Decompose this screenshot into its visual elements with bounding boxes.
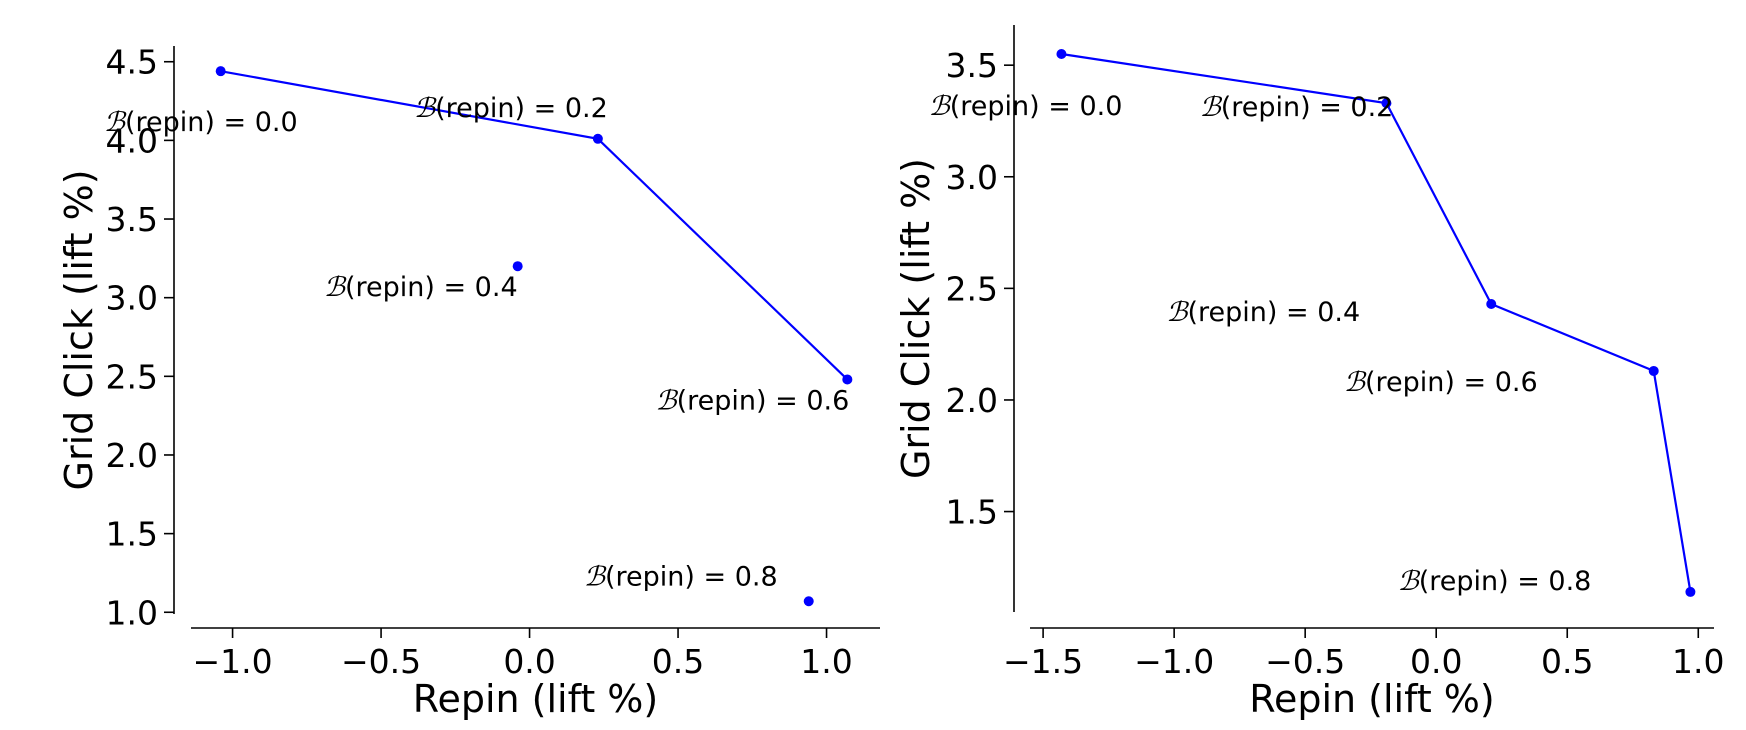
point-label: ℬ(repin) = 0.2 [1199,92,1393,123]
y-tick-label: 4.0 [106,121,158,160]
data-point [1685,586,1696,597]
point-label: ℬ(repin) = 0.8 [1397,566,1591,597]
data-point [592,133,603,144]
x-tick-label: −0.5 [1265,642,1345,681]
data-point [1486,298,1497,309]
point-label: ℬ(repin) = 0.6 [655,385,849,416]
y-tick-label: 2.0 [946,381,998,420]
x-tick-label: 1.0 [800,642,852,681]
x-tick-label: 0.5 [652,642,704,681]
x-tick-label: −1.0 [1134,642,1214,681]
y-axis-label: Grid Click (lift %) [57,169,101,490]
y-tick-label: 1.5 [946,493,998,532]
data-point [215,66,226,77]
y-tick-label: 3.5 [106,200,158,239]
point-label: ℬ(repin) = 0.8 [584,561,778,592]
y-tick-label: 3.0 [946,158,998,197]
x-tick-label: 0.5 [1541,642,1593,681]
y-axis-label: Grid Click (lift %) [894,158,938,479]
x-tick-label: −1.0 [193,642,273,681]
data-point [1056,49,1067,60]
data-point [512,261,523,272]
point-label: ℬ(repin) = 0.0 [104,107,298,138]
y-tick-label: 3.5 [946,46,998,85]
y-tick-label: 2.5 [106,357,158,396]
right-chart: −1.5 −1.0 −0.5 0.0 0.5 1.0 1.5 2.0 2.5 3.0 3.5 Repi… [894,25,1725,721]
x-tick-label: 0.0 [503,642,555,681]
y-tick-label: 4.5 [106,43,158,82]
x-tick-label: 1.0 [1672,642,1724,681]
data-point [803,596,814,607]
y-tick-label: 2.0 [106,436,158,475]
y-tick-label: 2.5 [946,269,998,308]
data-point [842,374,853,385]
y-tick-label: 3.0 [106,279,158,318]
point-label: ℬ(repin) = 0.4 [1166,297,1360,328]
data-point [1381,98,1392,109]
point-label: ℬ(repin) = 0.0 [928,91,1122,122]
left-chart: −1.0 −0.5 0.0 0.5 1.0 1.0 1.5 2.0 2.5 3.0 3.5 4.0 4.… [57,43,880,721]
data-point [1648,365,1659,376]
frontier-line [1061,52,1692,593]
y-tick-label: 1.5 [106,515,158,554]
x-tick-label: 0.0 [1410,642,1462,681]
x-tick-label: −0.5 [341,642,421,681]
point-label: ℬ(repin) = 0.4 [324,272,518,303]
point-label: ℬ(repin) = 0.6 [1344,367,1538,398]
x-tick-label: −1.5 [1003,642,1083,681]
x-axis-label: Repin (lift %) [1249,677,1494,721]
y-tick-label: 1.0 [106,593,158,632]
point-label: ℬ(repin) = 0.2 [414,93,608,124]
x-axis-label: Repin (lift %) [413,677,658,721]
